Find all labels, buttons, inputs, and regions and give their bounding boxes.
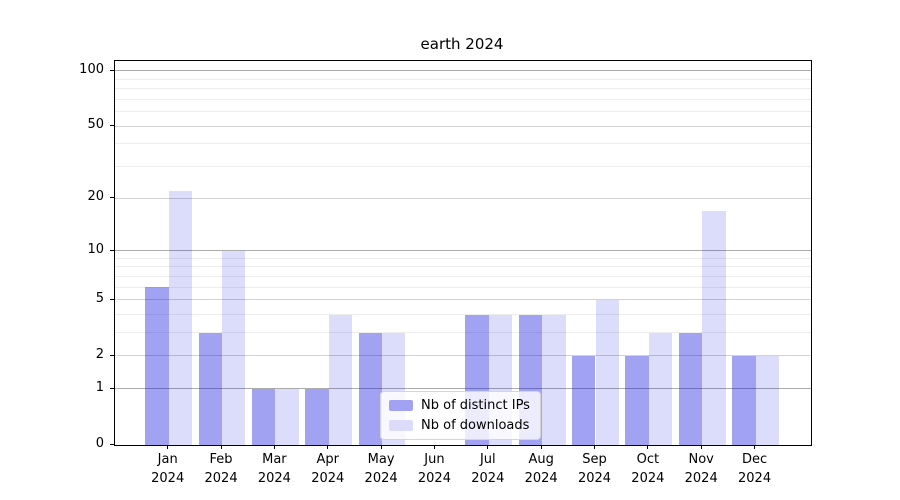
legend-swatch-ips <box>389 400 413 411</box>
y-tick-label-1: 1 <box>95 379 104 395</box>
x-tick-label-mar: Mar 2024 <box>257 452 291 486</box>
gridline-y-30 <box>115 166 811 168</box>
y-tick-mark-50 <box>110 125 114 127</box>
gridline-y-20 <box>115 197 811 199</box>
x-tick-mark-may <box>380 445 382 449</box>
x-tick-label-nov: Nov 2024 <box>684 452 718 486</box>
x-tick-mark-aug <box>540 445 542 449</box>
gridline-y-2 <box>115 355 811 357</box>
x-tick-label-sep: Sep 2024 <box>577 452 612 486</box>
x-tick-mark-jun <box>433 445 435 449</box>
legend-label-ips: Nb of distinct IPs <box>421 398 530 413</box>
gridline-y-90 <box>115 78 811 80</box>
bar-downloads-nov <box>702 210 726 445</box>
plot-area <box>114 60 812 446</box>
y-tick-mark-0 <box>110 444 114 445</box>
bar-ips-nov <box>678 332 703 445</box>
gridline-y-10 <box>115 250 811 252</box>
x-tick-label-aug: Aug 2024 <box>524 452 558 486</box>
gridline-y-5 <box>115 299 811 301</box>
gridline-y-3 <box>115 332 811 334</box>
x-tick-label-feb: Feb 2024 <box>204 452 238 486</box>
x-tick-mark-feb <box>220 445 222 449</box>
y-tick-mark-20 <box>110 197 114 199</box>
bar-ips-oct <box>625 355 649 445</box>
legend-swatch-downloads <box>389 420 413 431</box>
gridline-y-4 <box>115 314 811 315</box>
y-tick-label-0: 0 <box>95 436 104 451</box>
gridline-y-80 <box>115 88 811 90</box>
y-tick-label-100: 100 <box>79 61 104 77</box>
bar-ips-jan <box>145 287 169 445</box>
bar-downloads-aug <box>542 314 566 445</box>
gridline-y-7 <box>115 275 811 277</box>
bar-downloads-dec <box>755 355 779 445</box>
y-tick-mark-1 <box>110 387 114 389</box>
x-tick-label-dec: Dec 2024 <box>738 452 772 486</box>
y-tick-mark-10 <box>110 249 114 251</box>
bar-ips-apr <box>305 388 329 445</box>
legend-row-ips: Nb of distinct IPs <box>389 398 530 413</box>
x-tick-mark-sep <box>594 445 595 449</box>
bar-downloads-apr <box>328 314 353 445</box>
x-tick-mark-nov <box>700 445 702 449</box>
x-tick-label-may: May 2024 <box>364 452 398 486</box>
x-tick-label-oct: Oct 2024 <box>631 452 665 486</box>
x-tick-mark-oct <box>647 445 649 449</box>
x-tick-mark-jul <box>487 445 489 449</box>
gridline-y-9 <box>115 257 811 259</box>
chart-title: earth 2024 <box>420 35 504 53</box>
x-tick-label-jul: Jul 2024 <box>471 452 505 486</box>
x-tick-mark-dec <box>754 445 756 449</box>
x-tick-label-jun: Jun 2024 <box>417 452 451 486</box>
gridline-y-100 <box>115 70 811 72</box>
y-tick-label-50: 50 <box>87 117 104 133</box>
gridline-y-60 <box>115 111 811 113</box>
legend: Nb of distinct IPs Nb of downloads <box>380 391 541 440</box>
y-tick-mark-100 <box>110 69 114 71</box>
x-tick-label-jan: Jan 2024 <box>151 452 185 486</box>
bar-downloads-sep <box>595 299 619 445</box>
gridline-y-50 <box>115 125 811 127</box>
gridline-y-1 <box>115 388 811 390</box>
legend-row-downloads: Nb of downloads <box>389 418 530 433</box>
bar-ips-feb <box>198 332 223 445</box>
y-tick-mark-2 <box>110 354 114 356</box>
x-tick-mark-mar <box>273 445 275 449</box>
bar-ips-mar <box>252 388 276 445</box>
gridline-y-8 <box>115 266 811 268</box>
gridline-y-6 <box>115 286 811 288</box>
bar-downloads-jan <box>168 190 193 445</box>
x-tick-mark-apr <box>327 445 329 449</box>
bar-downloads-feb <box>222 250 246 445</box>
x-tick-label-apr: Apr 2024 <box>311 452 345 486</box>
x-tick-mark-jan <box>167 445 169 449</box>
y-tick-label-20: 20 <box>87 189 104 205</box>
bar-ips-sep <box>572 355 596 445</box>
y-tick-label-2: 2 <box>95 346 104 362</box>
bar-ips-may <box>358 332 383 445</box>
gridline-y-40 <box>115 143 811 145</box>
legend-label-downloads: Nb of downloads <box>421 418 530 433</box>
bar-ips-dec <box>732 355 756 445</box>
y-tick-label-10: 10 <box>87 241 104 257</box>
y-tick-mark-5 <box>110 298 114 300</box>
bar-downloads-mar <box>275 388 299 445</box>
bar-downloads-oct <box>648 332 673 445</box>
gridline-y-70 <box>115 98 811 100</box>
y-tick-label-5: 5 <box>95 290 104 306</box>
